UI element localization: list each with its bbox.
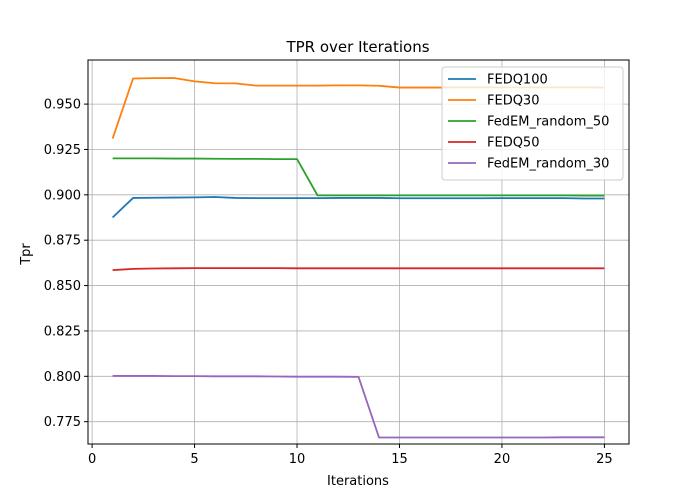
chart-title: TPR over Iterations <box>285 38 429 56</box>
x-axis-label: Iterations <box>327 474 389 489</box>
y-tick-label: 0.850 <box>44 279 81 294</box>
plot-frame <box>87 59 630 445</box>
axis-ticks: 0 5 10 15 20 25 0.775 0.800 0.825 0.850 0.875 0.900… <box>44 98 613 467</box>
x-tick-label: 10 <box>289 452 306 467</box>
y-tick-label: 0.875 <box>44 234 81 249</box>
legend-label: FedEM_random_30 <box>487 157 609 172</box>
y-axis-label: Tpr <box>19 243 34 266</box>
x-tick-label: 20 <box>494 452 511 467</box>
y-tick-label: 0.825 <box>44 324 81 339</box>
legend: FEDQ100 FEDQ30 FedEM_random_50 FEDQ50 FedEM_… <box>441 66 624 181</box>
legend-box <box>441 66 624 181</box>
series-line-fedem-random-50 <box>112 157 605 197</box>
x-tick-label: 25 <box>596 452 613 467</box>
x-tick-label: 0 <box>88 452 96 467</box>
series-line-fedq100 <box>111 196 605 219</box>
legend-label: FEDQ100 <box>487 73 548 88</box>
y-tick-label: 0.925 <box>44 143 81 158</box>
y-tick-label: 0.900 <box>44 188 81 203</box>
y-tick-label: 0.775 <box>44 415 81 430</box>
legend-label: FEDQ30 <box>487 94 539 109</box>
series-line-fedem-random-30 <box>112 375 605 439</box>
legend-label: FEDQ50 <box>487 136 539 151</box>
y-tick-label: 0.800 <box>44 370 81 385</box>
x-tick-label: 5 <box>190 452 198 467</box>
y-tick-label: 0.950 <box>44 98 81 113</box>
legend-label: FedEM_random_50 <box>487 115 609 130</box>
x-tick-label: 15 <box>391 452 408 467</box>
series-line-fedq50 <box>112 267 605 272</box>
